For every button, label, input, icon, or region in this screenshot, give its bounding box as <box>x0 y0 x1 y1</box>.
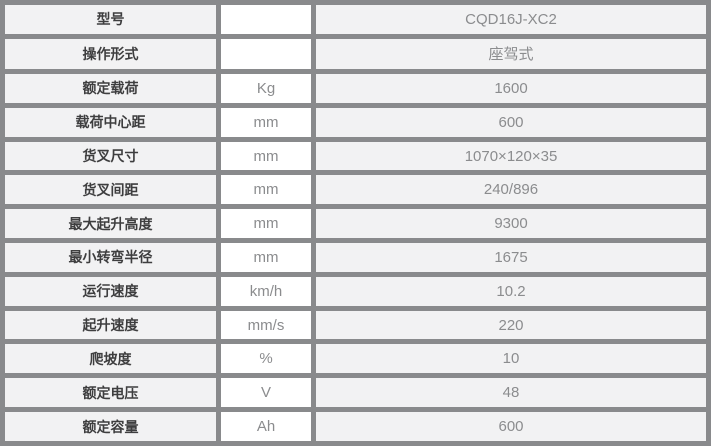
table-row: 爬坡度 % 10 <box>5 344 706 374</box>
spec-value: 10 <box>316 344 706 374</box>
spec-label: 额定载荷 <box>5 74 216 103</box>
spec-label: 运行速度 <box>5 276 216 306</box>
table-row: 操作形式 座驾式 <box>5 38 706 70</box>
spec-value: 220 <box>316 310 706 340</box>
spec-unit: Ah <box>221 412 311 441</box>
spec-label: 爬坡度 <box>5 344 216 374</box>
table-row: 型号 CQD16J-XC2 <box>5 5 706 34</box>
spec-unit: mm <box>221 141 311 171</box>
table-row: 货叉尺寸 mm 1070×120×35 <box>5 141 706 171</box>
table-row: 最大起升高度 mm 9300 <box>5 209 706 239</box>
spec-unit: mm <box>221 209 311 239</box>
spec-unit: km/h <box>221 276 311 306</box>
spec-value: 1600 <box>316 74 706 103</box>
spec-unit: mm <box>221 107 311 137</box>
table-row: 最小转弯半径 mm 1675 <box>5 243 706 272</box>
table-row: 运行速度 km/h 10.2 <box>5 276 706 306</box>
spec-unit: V <box>221 378 311 408</box>
spec-value: 240/896 <box>316 175 706 205</box>
spec-value: 座驾式 <box>316 38 706 70</box>
spec-unit <box>221 38 311 70</box>
spec-unit: Kg <box>221 74 311 103</box>
table-row: 额定电压 V 48 <box>5 378 706 408</box>
spec-value: 600 <box>316 107 706 137</box>
spec-value: 1675 <box>316 243 706 272</box>
table-row: 额定容量 Ah 600 <box>5 412 706 441</box>
spec-label: 货叉间距 <box>5 175 216 205</box>
spec-value: 48 <box>316 378 706 408</box>
spec-label: 货叉尺寸 <box>5 141 216 171</box>
spec-label: 型号 <box>5 5 216 34</box>
spec-value: CQD16J-XC2 <box>316 5 706 34</box>
spec-unit: % <box>221 344 311 374</box>
spec-label: 最大起升高度 <box>5 209 216 239</box>
spec-label: 额定电压 <box>5 378 216 408</box>
table-row: 货叉间距 mm 240/896 <box>5 175 706 205</box>
spec-table-body: 型号 CQD16J-XC2 操作形式 座驾式 额定载荷 Kg 1600 载荷中心… <box>5 5 706 441</box>
spec-value: 600 <box>316 412 706 441</box>
spec-unit <box>221 5 311 34</box>
spec-label: 载荷中心距 <box>5 107 216 137</box>
spec-label: 最小转弯半径 <box>5 243 216 272</box>
spec-unit: mm <box>221 243 311 272</box>
table-row: 载荷中心距 mm 600 <box>5 107 706 137</box>
spec-unit: mm/s <box>221 310 311 340</box>
table-row: 额定载荷 Kg 1600 <box>5 74 706 103</box>
spec-unit: mm <box>221 175 311 205</box>
spec-label: 操作形式 <box>5 38 216 70</box>
spec-value: 1070×120×35 <box>316 141 706 171</box>
spec-value: 9300 <box>316 209 706 239</box>
table-row: 起升速度 mm/s 220 <box>5 310 706 340</box>
spec-label: 额定容量 <box>5 412 216 441</box>
spec-label: 起升速度 <box>5 310 216 340</box>
spec-value: 10.2 <box>316 276 706 306</box>
